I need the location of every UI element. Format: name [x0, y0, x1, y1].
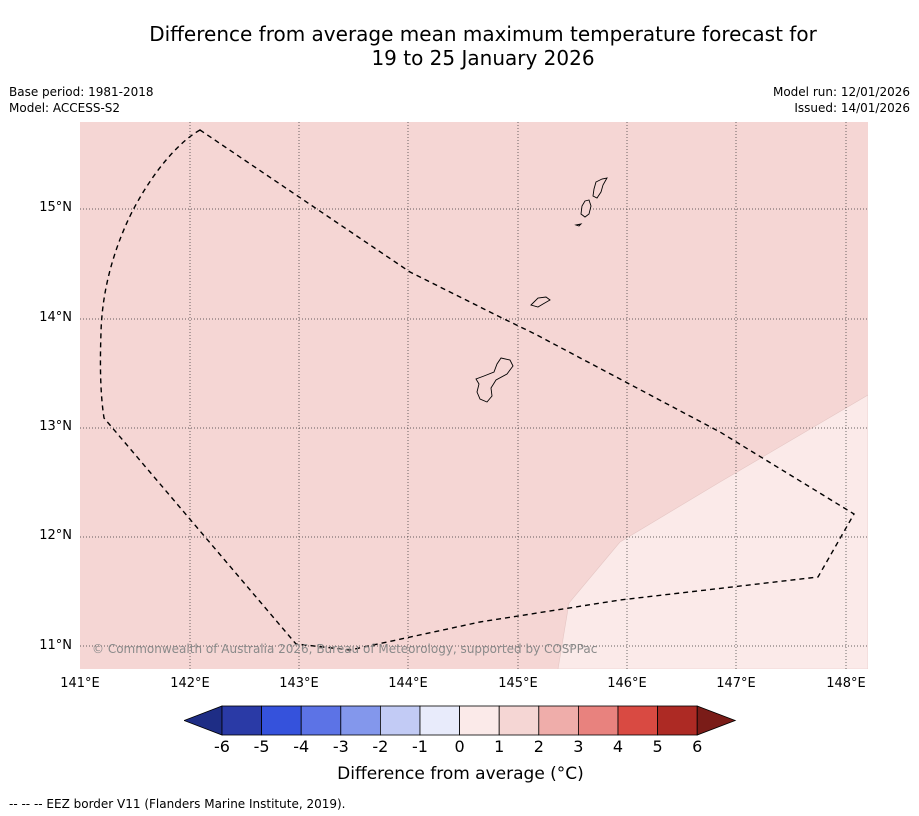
lon-label-148: 148°E: [826, 676, 866, 691]
lat-label-14: 14°N: [39, 310, 72, 325]
colorbar-segment: [300, 705, 342, 736]
colorbar-tick-label: 3: [573, 737, 584, 756]
colorbar-tick-label: -3: [332, 737, 349, 756]
colorbar-tick-label: 2: [533, 737, 544, 756]
colorbar-tick-label: -5: [253, 737, 270, 756]
lon-label-141: 141°E: [60, 676, 100, 691]
colorbar-tick-label: -4: [293, 737, 310, 756]
lon-label-145: 145°E: [498, 676, 538, 691]
metadata-left: Base period: 1981-2018 Model: ACCESS-S2: [9, 84, 154, 116]
base-period: Base period: 1981-2018: [9, 85, 154, 99]
lon-label-146: 146°E: [607, 676, 647, 691]
graticule: [80, 122, 868, 669]
colorbar-tick-label: -6: [214, 737, 230, 756]
metadata-right: Model run: 12/01/2026 Issued: 14/01/2026: [773, 84, 910, 116]
colorbar-segment: [221, 705, 262, 736]
colorbar-tick-label: 1: [494, 737, 505, 756]
model-name: Model: ACCESS-S2: [9, 101, 121, 115]
title-line-1: Difference from average mean maximum tem…: [149, 22, 817, 46]
colorbar: [184, 705, 737, 736]
colorbar-segment: [577, 705, 619, 736]
colorbar-tick-label: -2: [372, 737, 389, 756]
aguijan-island: [574, 223, 583, 227]
lon-label-147: 147°E: [716, 676, 756, 691]
model-run: Model run: 12/01/2026: [772, 85, 910, 99]
colorbar-title: Difference from average (°C): [337, 764, 584, 784]
anomaly-region-0-to-1: [557, 394, 868, 669]
colorbar-segment: [498, 705, 540, 736]
colorbar-tick-label: 5: [652, 737, 663, 756]
map-panel: [80, 122, 868, 669]
lat-label-12: 12°N: [39, 528, 72, 543]
colorbar-tick-label: -1: [412, 737, 428, 756]
chart-title: Difference from average mean maximum tem…: [0, 22, 919, 70]
colorbar-segment: [379, 705, 421, 736]
tinian-island: [580, 199, 592, 218]
saipan-island: [592, 177, 608, 199]
colorbar-segment: [617, 705, 658, 736]
lon-label-144: 144°E: [388, 676, 428, 691]
colorbar-tick-label: 4: [612, 737, 624, 756]
lat-label-13: 13°N: [39, 419, 72, 434]
copyright-notice: © Commonwealth of Australia 2026, Bureau…: [92, 642, 598, 656]
islands: [475, 177, 608, 403]
colorbar-segment: [538, 705, 579, 736]
rota-island: [530, 296, 551, 308]
colorbar-extend-low: [184, 705, 223, 736]
colorbar-tick-label: 0: [454, 737, 465, 756]
colorbar-segment: [657, 705, 698, 736]
colorbar-extend-high: [696, 705, 737, 736]
colorbar-segment: [261, 705, 302, 736]
guam-island: [475, 357, 514, 403]
title-line-2: 19 to 25 January 2026: [371, 46, 595, 70]
lat-label-11: 11°N: [39, 638, 72, 653]
colorbar-segment: [459, 705, 500, 736]
issued-date: Issued: 14/01/2026: [794, 101, 910, 115]
colorbar-segment: [340, 705, 381, 736]
eez-footnote: -- -- -- EEZ border V11 (Flanders Marine…: [9, 797, 346, 811]
eez-border: [99, 129, 855, 651]
lon-label-143: 143°E: [279, 676, 319, 691]
lon-label-142: 142°E: [170, 676, 210, 691]
lat-label-15: 15°N: [39, 200, 72, 215]
colorbar-segment: [419, 705, 460, 736]
colorbar-tick-label: 6: [692, 737, 703, 756]
